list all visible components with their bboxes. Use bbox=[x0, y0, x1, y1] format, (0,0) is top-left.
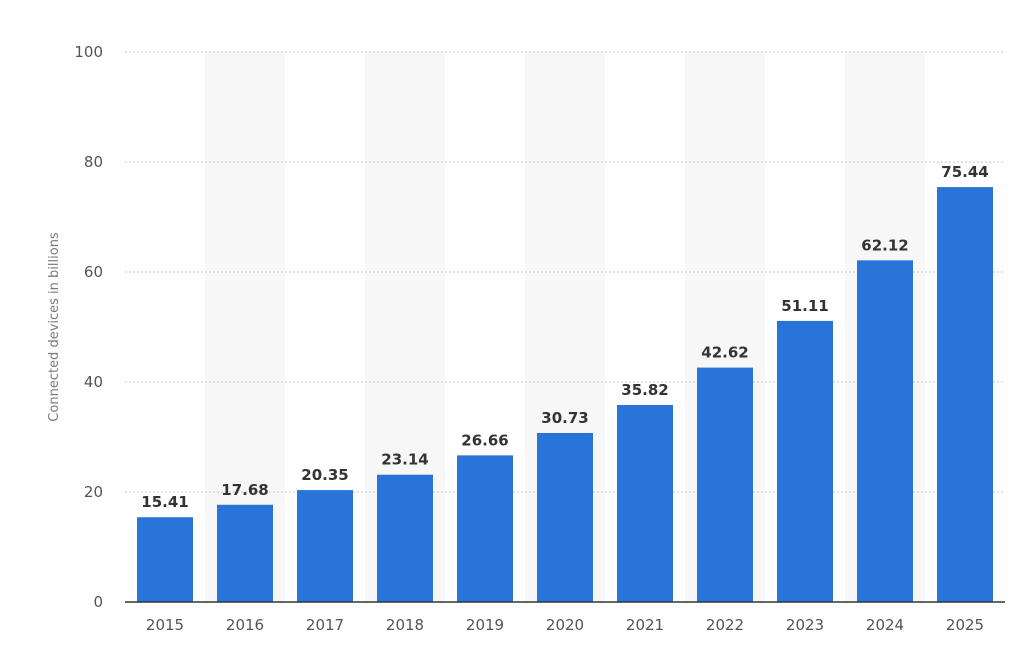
y-tick-label: 40 bbox=[84, 373, 103, 391]
bar[interactable] bbox=[297, 490, 353, 602]
data-label: 62.12 bbox=[861, 236, 908, 254]
data-label: 20.35 bbox=[301, 466, 348, 484]
x-axis-tick-labels: 2015 2016 2017 2018 2019 2020 2021 2022 2023 2024… bbox=[146, 616, 984, 634]
data-label: 23.14 bbox=[381, 451, 428, 469]
bar[interactable] bbox=[377, 474, 433, 602]
bar[interactable] bbox=[937, 187, 993, 602]
bar[interactable] bbox=[617, 404, 673, 602]
data-labels: 15.41 17.68 20.35 23.14 26.66 30.73 35.82 42.62… bbox=[141, 163, 988, 511]
data-label: 42.62 bbox=[701, 344, 748, 362]
data-label: 17.68 bbox=[221, 481, 268, 499]
bar[interactable] bbox=[537, 432, 593, 602]
y-axis-tick-labels: 0 20 40 60 80 100 bbox=[74, 43, 103, 611]
x-tick-label: 2016 bbox=[226, 616, 264, 634]
data-label: 75.44 bbox=[941, 163, 988, 181]
y-tick-label: 0 bbox=[93, 593, 103, 611]
x-tick-label: 2018 bbox=[386, 616, 424, 634]
bar[interactable] bbox=[777, 320, 833, 602]
x-tick-label: 2022 bbox=[706, 616, 744, 634]
bar[interactable] bbox=[137, 517, 193, 602]
bars bbox=[137, 187, 993, 602]
y-tick-label: 60 bbox=[84, 263, 103, 281]
x-tick-label: 2021 bbox=[626, 616, 664, 634]
data-label: 51.11 bbox=[781, 297, 828, 315]
bar[interactable] bbox=[697, 367, 753, 602]
x-tick-label: 2015 bbox=[146, 616, 184, 634]
y-tick-label: 100 bbox=[74, 43, 103, 61]
y-axis-title: Connected devices in billions bbox=[47, 232, 62, 422]
data-label: 35.82 bbox=[621, 381, 668, 399]
y-tick-label: 20 bbox=[84, 483, 103, 501]
data-label: 30.73 bbox=[541, 409, 588, 427]
bar[interactable] bbox=[457, 455, 513, 602]
bar[interactable] bbox=[217, 504, 273, 602]
bar[interactable] bbox=[857, 260, 913, 602]
x-tick-label: 2019 bbox=[466, 616, 504, 634]
x-tick-label: 2023 bbox=[786, 616, 824, 634]
x-tick-label: 2020 bbox=[546, 616, 584, 634]
data-label: 15.41 bbox=[141, 493, 188, 511]
x-tick-label: 2017 bbox=[306, 616, 344, 634]
x-tick-label: 2025 bbox=[946, 616, 984, 634]
data-label: 26.66 bbox=[461, 431, 508, 449]
y-tick-label: 80 bbox=[84, 153, 103, 171]
x-tick-label: 2024 bbox=[866, 616, 904, 634]
